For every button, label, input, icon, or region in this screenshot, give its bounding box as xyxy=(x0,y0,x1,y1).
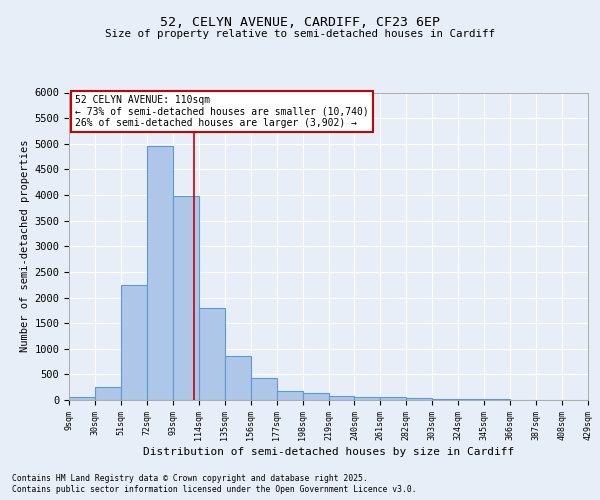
Bar xyxy=(302,394,329,400)
Text: 52, CELYN AVENUE, CARDIFF, CF23 6EP: 52, CELYN AVENUE, CARDIFF, CF23 6EP xyxy=(160,16,440,29)
X-axis label: Distribution of semi-detached houses by size in Cardiff: Distribution of semi-detached houses by … xyxy=(143,446,514,456)
Bar xyxy=(380,397,406,400)
Bar xyxy=(69,398,95,400)
Text: 52 CELYN AVENUE: 110sqm
← 73% of semi-detached houses are smaller (10,740)
26% o: 52 CELYN AVENUE: 110sqm ← 73% of semi-de… xyxy=(75,95,369,128)
Bar xyxy=(355,397,380,400)
Text: Contains HM Land Registry data © Crown copyright and database right 2025.: Contains HM Land Registry data © Crown c… xyxy=(12,474,368,483)
Y-axis label: Number of semi-detached properties: Number of semi-detached properties xyxy=(20,140,30,352)
Bar xyxy=(173,196,199,400)
Bar xyxy=(458,399,484,400)
Bar xyxy=(277,390,302,400)
Bar xyxy=(199,308,224,400)
Bar xyxy=(406,398,432,400)
Text: Size of property relative to semi-detached houses in Cardiff: Size of property relative to semi-detach… xyxy=(105,29,495,39)
Bar xyxy=(432,399,458,400)
Bar xyxy=(147,146,173,400)
Bar xyxy=(225,356,251,400)
Text: Contains public sector information licensed under the Open Government Licence v3: Contains public sector information licen… xyxy=(12,485,416,494)
Bar xyxy=(329,396,355,400)
Bar xyxy=(121,284,147,400)
Bar xyxy=(95,387,121,400)
Bar xyxy=(251,378,277,400)
